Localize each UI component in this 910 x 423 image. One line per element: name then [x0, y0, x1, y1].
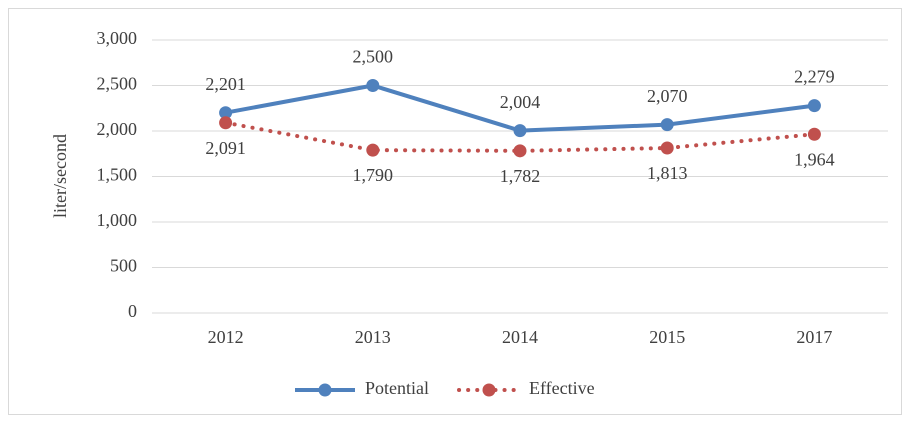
point — [219, 116, 233, 130]
point — [660, 118, 674, 132]
data-label: 1,964 — [794, 149, 835, 169]
data-label: 2,004 — [500, 92, 541, 112]
data-label: 2,201 — [205, 74, 246, 94]
point — [807, 99, 821, 113]
y-tick-label: 1,000 — [97, 210, 138, 230]
data-label: 2,500 — [353, 47, 394, 67]
x-tick-label: 2012 — [208, 327, 244, 347]
y-tick-label: 2,500 — [97, 74, 138, 94]
point — [366, 79, 380, 92]
point — [219, 106, 233, 120]
y-tick-label: 3,000 — [97, 28, 138, 48]
data-label: 2,070 — [647, 86, 688, 106]
x-tick-label: 2014 — [502, 327, 538, 347]
y-axis-label: liter/second — [50, 134, 70, 218]
point — [513, 124, 527, 138]
point — [513, 144, 527, 158]
x-tick-label: 2013 — [355, 327, 391, 347]
legend-marker — [318, 383, 332, 397]
data-label: 1,790 — [353, 165, 394, 185]
point — [366, 143, 380, 157]
data-label: 2,279 — [794, 67, 835, 87]
y-tick-label: 500 — [110, 256, 137, 276]
data-label: 2,091 — [205, 138, 246, 158]
point — [807, 127, 821, 141]
data-label: 1,782 — [500, 166, 541, 186]
legend-label: Effective — [529, 378, 595, 398]
legend-marker — [482, 383, 496, 397]
legend-label: Potential — [365, 378, 429, 398]
series-line — [223, 120, 817, 153]
y-tick-label: 0 — [128, 301, 137, 321]
y-tick-label: 1,500 — [97, 165, 138, 185]
x-tick-label: 2017 — [796, 327, 832, 347]
data-label: 1,813 — [647, 163, 688, 183]
x-tick-label: 2015 — [649, 327, 685, 347]
y-tick-label: 2,000 — [97, 119, 138, 139]
point — [660, 141, 674, 155]
chart-border — [8, 8, 902, 415]
